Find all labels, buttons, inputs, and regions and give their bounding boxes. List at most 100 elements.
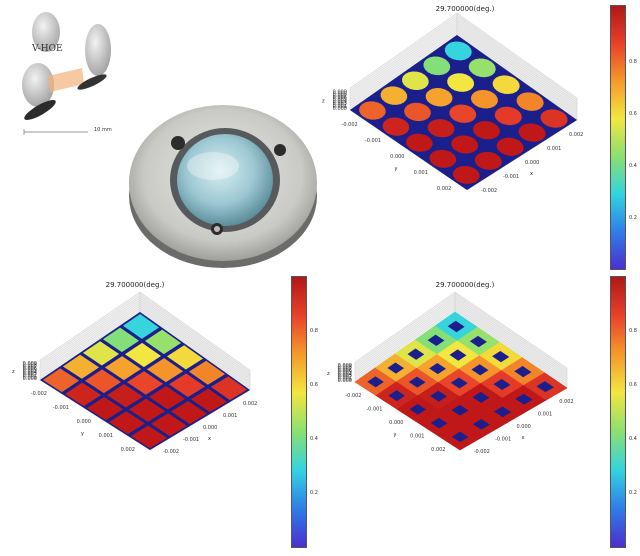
surface-cell xyxy=(494,106,522,126)
surface-cell xyxy=(423,56,451,76)
colorbar-right-bottom-tick: 0.6 xyxy=(629,382,637,388)
x-tick-label: -0.001 xyxy=(183,437,199,443)
gridline xyxy=(354,303,568,381)
surface-cell xyxy=(62,354,100,379)
z-tick-label: 0.008 xyxy=(333,91,347,97)
surface-cell xyxy=(447,73,475,92)
z-tick-label: 0.008 xyxy=(338,365,352,371)
x-tick-label: 0.000 xyxy=(203,425,217,431)
z-tick-label: 0.006 xyxy=(338,368,352,374)
surface-cell xyxy=(473,121,500,140)
x-tick-label: 0.001 xyxy=(547,146,561,152)
z-tick-label: 0.007 xyxy=(333,93,347,99)
surface-hole xyxy=(493,378,511,391)
colorbar-right-top xyxy=(610,5,626,270)
x-axis-label: x xyxy=(530,171,533,177)
plot-title-top-right: 29.700000(deg.) xyxy=(435,5,495,13)
surface-cell xyxy=(382,117,410,136)
gridline xyxy=(354,305,568,383)
colorbar-right-top-tick: 0.4 xyxy=(629,163,637,169)
gridline xyxy=(39,297,251,377)
surface-cell xyxy=(64,382,102,407)
surface-cell xyxy=(124,342,162,368)
z-tick-label: 0.005 xyxy=(23,368,37,374)
surface-cell xyxy=(146,358,184,383)
y-tick-label: 0.002 xyxy=(121,447,135,453)
gridline xyxy=(354,301,568,379)
surface-cell xyxy=(168,373,206,398)
z-axis-label: z xyxy=(12,369,15,375)
surface-cell xyxy=(516,92,544,111)
plot-title-bottom-left: 29.700000(deg.) xyxy=(105,281,165,289)
surface-cell xyxy=(106,384,144,408)
surface-cell xyxy=(128,398,166,422)
surface-hole xyxy=(408,376,426,388)
surface-hole xyxy=(387,362,405,374)
surface-hole xyxy=(514,366,532,378)
surface-hole xyxy=(536,381,554,393)
scale-label: 10 mm xyxy=(94,127,112,133)
surface-hole xyxy=(430,390,447,402)
surface-hole xyxy=(492,350,510,363)
x-tick-label: 0.001 xyxy=(223,413,237,419)
z-axis-label: z xyxy=(327,371,330,377)
colorbar-middle-tick: 0.6 xyxy=(310,382,318,388)
z-axis-label: z xyxy=(322,98,325,104)
surface-cell xyxy=(150,413,188,437)
surface-hole xyxy=(427,334,445,347)
colorbar-right-bottom-tick: 0.8 xyxy=(629,328,637,334)
z-tick-label: 0.007 xyxy=(23,364,37,370)
x-axis-label: x xyxy=(208,436,211,442)
surface-cell xyxy=(492,75,520,95)
lens-holder-photo xyxy=(125,88,320,273)
z-tick-label: 0.000 xyxy=(333,106,347,112)
y-axis-label: y xyxy=(81,431,84,437)
surface-hole xyxy=(451,431,469,443)
y-tick-label: 0.002 xyxy=(431,447,445,453)
surface-hole xyxy=(494,406,512,418)
z-tick-label: 0.000 xyxy=(23,376,37,382)
surface-hole xyxy=(447,320,465,333)
y-tick-label: 0.002 xyxy=(437,186,451,192)
x-tick-label: 0.000 xyxy=(517,424,531,430)
surface-hole xyxy=(469,335,487,348)
y-tick-label: 0.001 xyxy=(99,433,113,439)
surface-hole xyxy=(472,419,490,430)
surface-hole xyxy=(430,417,448,429)
x-axis-label: x xyxy=(522,435,525,441)
gridline xyxy=(39,293,251,373)
z-tick-label: 0.006 xyxy=(333,95,347,101)
surface-cell xyxy=(471,89,498,109)
surface-hole xyxy=(471,364,489,376)
x-tick-label: -0.002 xyxy=(163,449,179,455)
y-tick-label: -0.002 xyxy=(345,393,361,399)
z-tick-label: 0.009 xyxy=(333,90,347,96)
x-tick-label: -0.001 xyxy=(503,174,519,180)
colorbar-right-top-tick: 0.6 xyxy=(629,111,637,117)
z-tick-label: 0.003 xyxy=(23,371,37,377)
surface-cell xyxy=(540,109,568,128)
surface-cell xyxy=(496,137,524,156)
z-tick-label: 0.007 xyxy=(338,366,352,372)
surface-cell xyxy=(449,104,477,123)
surface-cell xyxy=(170,400,208,425)
y-tick-label: 0.001 xyxy=(414,170,428,176)
gridline xyxy=(349,17,578,103)
surface-cell xyxy=(402,71,429,91)
y-axis-label: y xyxy=(394,432,397,438)
y-tick-label: 0.000 xyxy=(390,154,404,160)
y-tick-label: 0.001 xyxy=(410,434,424,440)
gridline xyxy=(39,303,251,383)
z-tick-label: 0.002 xyxy=(23,373,37,379)
surface-cell xyxy=(166,345,204,370)
surface-cells xyxy=(359,41,568,184)
surface-cell xyxy=(210,376,248,401)
surface-hole xyxy=(451,404,469,416)
surface-cell xyxy=(86,396,124,421)
z-tick-label: 0.006 xyxy=(23,366,37,372)
gridline xyxy=(349,30,578,116)
z-tick-label: 0.001 xyxy=(333,104,347,110)
gridline xyxy=(354,299,568,377)
gridline xyxy=(354,293,568,371)
surface-plot-top-right: 0.0090.0080.0070.0060.0050.0040.0030.002… xyxy=(322,12,583,194)
